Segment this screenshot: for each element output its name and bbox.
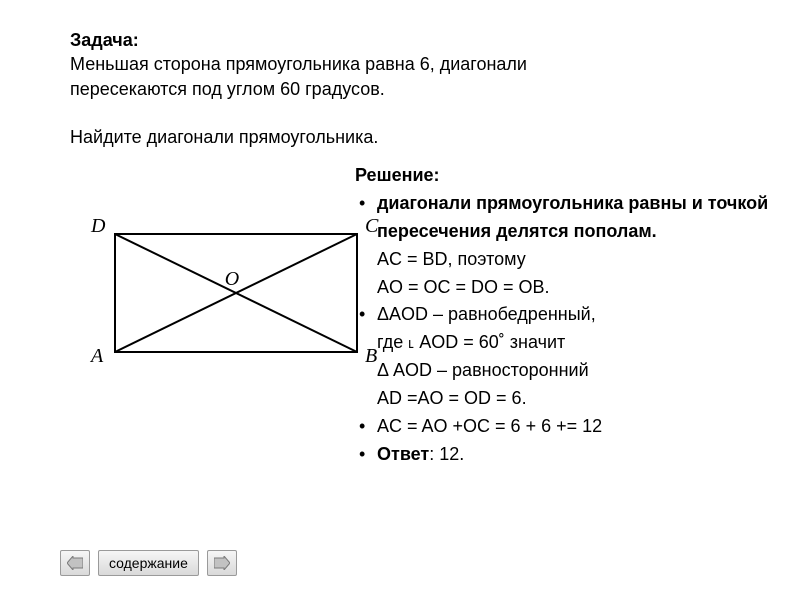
- solution-line: AC = BD, поэтому: [355, 246, 775, 274]
- solution-line: AO = OC = DO = OB.: [355, 274, 775, 302]
- solution-line: где ˪ AOD = 60˚ значит: [355, 329, 775, 357]
- solution-line: AD =AO = OD = 6.: [355, 385, 775, 413]
- svg-text:A: A: [89, 345, 104, 367]
- toc-label: содержание: [109, 555, 188, 571]
- rectangle-diagram: ABCDO: [70, 190, 386, 386]
- solution-line: диагонали прямоугольника равны и точкой …: [355, 190, 775, 246]
- solution-title: Решение:: [355, 162, 775, 190]
- prev-button[interactable]: [60, 550, 90, 576]
- problem-title: Задача:: [70, 30, 139, 50]
- problem-line-3: Найдите диагонали прямоугольника.: [70, 127, 378, 147]
- solution-list: диагонали прямоугольника равны и точкой …: [355, 190, 775, 469]
- solution-line: AC = AO +OC = 6 + 6 += 12: [355, 413, 775, 441]
- nav-bar: содержание: [60, 550, 237, 576]
- arrow-left-icon: [67, 556, 83, 570]
- problem-block: Задача: Меньшая сторона прямоугольника р…: [70, 28, 710, 149]
- next-button[interactable]: [207, 550, 237, 576]
- solution-line: Δ AOD – равносторонний: [355, 357, 775, 385]
- solution-block: Решение: диагонали прямоугольника равны …: [355, 162, 775, 469]
- solution-line: Ответ: 12.: [355, 441, 775, 469]
- arrow-right-icon: [214, 556, 230, 570]
- problem-line-2: пересекаются под углом 60 градусов.: [70, 79, 385, 99]
- solution-line: ΔAOD – равнобедренный,: [355, 301, 775, 329]
- toc-button[interactable]: содержание: [98, 550, 199, 576]
- svg-text:O: O: [225, 268, 239, 290]
- svg-text:D: D: [90, 215, 106, 237]
- problem-line-1: Меньшая сторона прямоугольника равна 6, …: [70, 54, 527, 74]
